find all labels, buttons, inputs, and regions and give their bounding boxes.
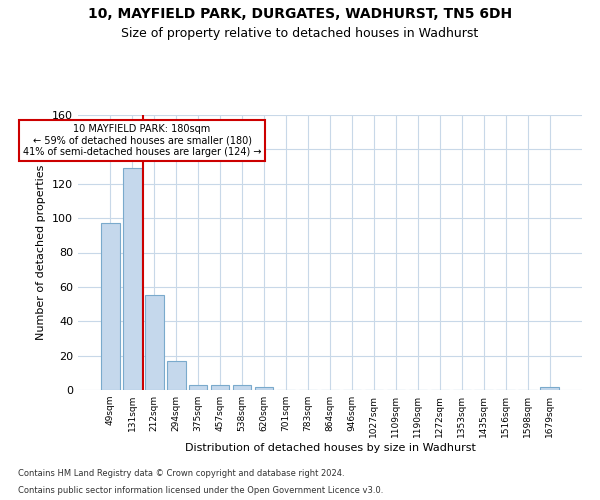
Bar	[255, 386, 274, 390]
Text: 10 MAYFIELD PARK: 180sqm
← 59% of detached houses are smaller (180)
41% of semi-: 10 MAYFIELD PARK: 180sqm ← 59% of detach…	[23, 124, 262, 157]
Bar	[189, 385, 208, 390]
Text: Contains HM Land Registry data © Crown copyright and database right 2024.: Contains HM Land Registry data © Crown c…	[18, 468, 344, 477]
Bar	[167, 361, 185, 390]
Bar	[541, 386, 559, 390]
Text: Size of property relative to detached houses in Wadhurst: Size of property relative to detached ho…	[121, 28, 479, 40]
Y-axis label: Number of detached properties: Number of detached properties	[37, 165, 46, 340]
X-axis label: Distribution of detached houses by size in Wadhurst: Distribution of detached houses by size …	[185, 442, 475, 452]
Bar	[101, 224, 119, 390]
Text: Contains public sector information licensed under the Open Government Licence v3: Contains public sector information licen…	[18, 486, 383, 495]
Bar	[233, 385, 251, 390]
Text: 10, MAYFIELD PARK, DURGATES, WADHURST, TN5 6DH: 10, MAYFIELD PARK, DURGATES, WADHURST, T…	[88, 8, 512, 22]
Bar	[123, 168, 142, 390]
Bar	[211, 385, 229, 390]
Bar	[145, 296, 164, 390]
